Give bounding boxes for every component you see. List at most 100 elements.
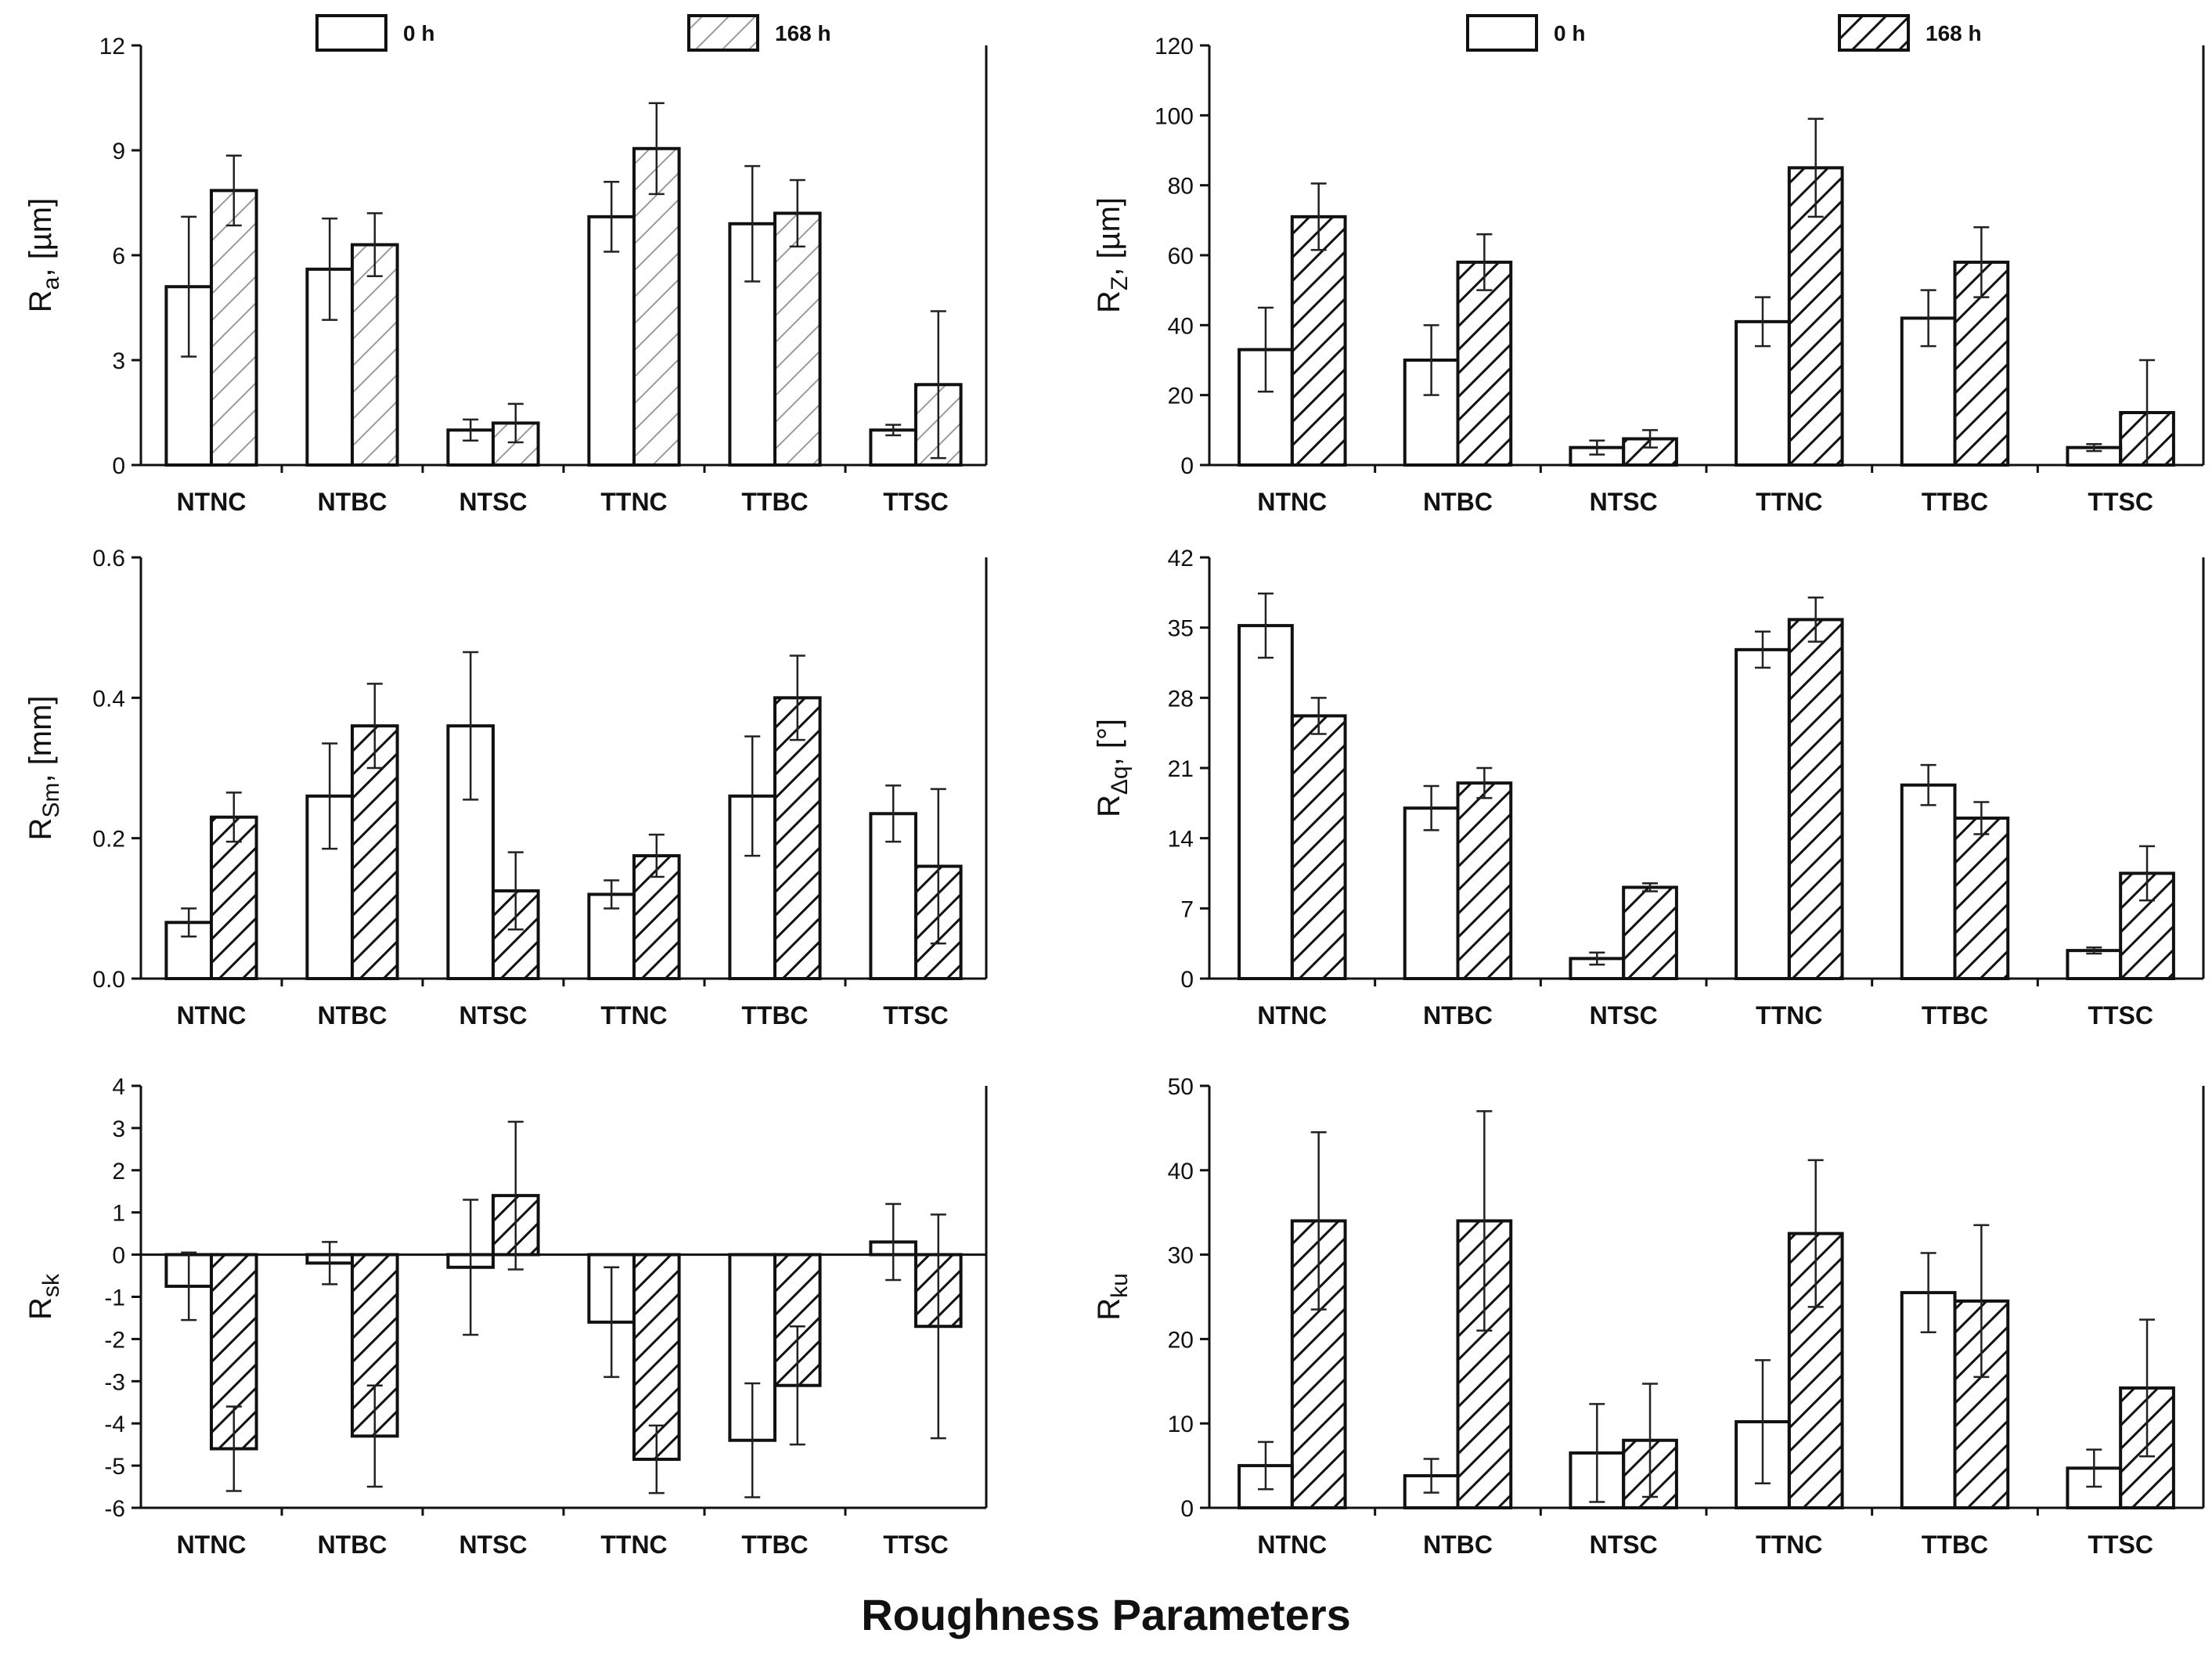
y-tick-label: 0.6 xyxy=(92,546,125,571)
bar-ntbc-168h xyxy=(1456,781,1513,981)
bar-ntbc-168h xyxy=(351,243,399,467)
category-label: NTSC xyxy=(459,1001,527,1029)
error-bar-ttsc-168h xyxy=(2139,1318,2156,1458)
error-bar-ntbc-168h xyxy=(366,1384,383,1488)
error-bar-ntnc-168h xyxy=(1310,697,1327,735)
error-bar-ntbc-0h xyxy=(1423,1458,1439,1494)
category-label: TTBC xyxy=(1922,1001,1988,1029)
y-tick-label: 40 xyxy=(1168,1159,1194,1184)
bar-ntnc-168h xyxy=(1290,215,1347,467)
error-bar-ttbc-168h xyxy=(1973,1224,1990,1379)
error-bar-ntbc-168h xyxy=(366,212,383,278)
error-bar-ntbc-168h xyxy=(366,683,383,770)
error-bar-ntnc-168h xyxy=(225,791,242,843)
y-tick-label: 80 xyxy=(1168,174,1194,200)
error-bar-ttnc-168h xyxy=(1807,117,1824,218)
y-axis-title: Rsk xyxy=(23,1273,64,1320)
y-tick-label: -3 xyxy=(104,1369,125,1395)
y-tick-label: 42 xyxy=(1168,546,1194,571)
error-bar-ntsc-0h xyxy=(463,418,479,442)
y-tick-label: 14 xyxy=(1168,827,1194,853)
error-bar-ttsc-168h xyxy=(2139,845,2156,902)
bar-ttnc-0h xyxy=(1735,647,1791,980)
error-bar-ntnc-0h xyxy=(1257,1440,1274,1491)
y-tick-label: 100 xyxy=(1155,103,1194,129)
error-bar-ttnc-0h xyxy=(603,1266,620,1379)
chart-panel-sk: NTNC NTBC NTSC TTNC TTBC TTSC -6 -5 -4 -3 -2 -1 0 1 2 3… xyxy=(23,1074,988,1559)
legend-swatch-168h xyxy=(1838,14,1910,52)
y-tick-label: 40 xyxy=(1168,313,1194,339)
error-bar-ntsc-168h xyxy=(1642,429,1659,449)
category-label: NTBC xyxy=(318,1001,387,1029)
bar-ttbc-168h xyxy=(1953,817,2010,980)
bar-ntbc-0h xyxy=(1403,806,1460,980)
error-bar-ttsc-168h xyxy=(930,788,946,945)
bar-ntsc-168h xyxy=(1622,885,1678,981)
y-tick-label: 10 xyxy=(1168,1412,1194,1437)
category-label: TTSC xyxy=(883,488,949,516)
y-tick-label: 2 xyxy=(112,1159,125,1184)
error-bar-ttsc-0h xyxy=(2086,442,2102,453)
y-tick-label: 6 xyxy=(112,243,125,269)
category-label: NTNC xyxy=(1257,1001,1327,1029)
legend-label-0h: 0 h xyxy=(1554,21,1585,45)
error-bar-ttbc-168h xyxy=(789,1325,805,1446)
category-label: TTNC xyxy=(1756,488,1822,516)
category-label: NTBC xyxy=(318,1531,387,1559)
error-bar-ntbc-168h xyxy=(1476,233,1493,291)
category-label: NTBC xyxy=(1423,1531,1493,1559)
y-axis-title: Rku xyxy=(1092,1273,1133,1321)
y-tick-label: 4 xyxy=(112,1074,125,1100)
category-label: TTSC xyxy=(883,1001,949,1029)
error-bar-ttsc-0h xyxy=(2086,1448,2102,1488)
x-axis-title: Roughness Parameters xyxy=(861,1590,1351,1639)
bar-ttnc-168h xyxy=(1787,618,1844,981)
bar-ttbc-168h xyxy=(773,211,822,467)
legend-swatch-168h xyxy=(687,14,759,52)
error-bar-ttnc-168h xyxy=(648,1424,665,1495)
bar-ntnc-168h xyxy=(1290,714,1347,981)
category-label: NTSC xyxy=(1590,488,1658,516)
chart-panel-δq: NTNC NTBC NTSC TTNC TTBC TTSC 0 7 14 21 28 35 42 RΔq,… xyxy=(1092,546,2205,1029)
category-label: TTSC xyxy=(2088,1001,2153,1029)
error-bar-ttsc-0h xyxy=(885,1202,902,1282)
category-label: NTNC xyxy=(1257,1531,1327,1559)
category-label: NTNC xyxy=(177,1531,247,1559)
bar-ttnc-0h xyxy=(587,215,636,467)
error-bar-ntnc-168h xyxy=(225,1405,242,1492)
bar-ttsc-0h xyxy=(2066,949,2123,980)
error-bar-ntbc-0h xyxy=(322,217,338,321)
error-bar-ntsc-168h xyxy=(507,851,524,931)
error-bar-ntnc-0h xyxy=(181,215,197,358)
y-tick-label: 60 xyxy=(1168,243,1194,269)
error-bar-ntnc-168h xyxy=(225,154,242,227)
bar-ntbc-168h xyxy=(1456,260,1513,467)
error-bar-ntbc-0h xyxy=(322,1241,338,1285)
y-tick-label: 0 xyxy=(112,1243,125,1269)
y-tick-label: 0 xyxy=(1180,1496,1194,1522)
error-bar-ttsc-168h xyxy=(930,310,946,460)
category-label: TTBC xyxy=(741,488,808,516)
y-axis-title: RZ, [µm] xyxy=(1092,197,1133,313)
category-label: TTSC xyxy=(2088,1531,2153,1559)
error-bar-ttbc-0h xyxy=(744,164,761,283)
error-bar-ttbc-0h xyxy=(1920,289,1936,348)
y-tick-label: -5 xyxy=(104,1454,125,1480)
y-tick-label: -2 xyxy=(104,1327,125,1353)
y-tick-label: 1 xyxy=(112,1201,125,1227)
y-tick-label: -6 xyxy=(104,1496,125,1522)
error-bar-ttsc-168h xyxy=(930,1213,946,1440)
chart-panel-sm: NTNC NTBC NTSC TTNC TTBC TTSC 0.0 0.2 0.4 0.6 RSm,… xyxy=(23,546,988,1029)
bar-ttbc-0h xyxy=(1900,783,1957,980)
category-label: TTNC xyxy=(600,488,667,516)
category-label: TTNC xyxy=(1756,1531,1822,1559)
error-bar-ttsc-0h xyxy=(885,424,902,437)
y-tick-label: -4 xyxy=(104,1412,125,1437)
category-label: NTNC xyxy=(1257,488,1327,516)
category-label: TTNC xyxy=(600,1001,667,1029)
error-bar-ntsc-0h xyxy=(1589,439,1605,456)
bar-ntnc-168h xyxy=(210,189,258,467)
category-label: TTNC xyxy=(1756,1001,1822,1029)
error-bar-ntnc-0h xyxy=(181,1251,197,1321)
